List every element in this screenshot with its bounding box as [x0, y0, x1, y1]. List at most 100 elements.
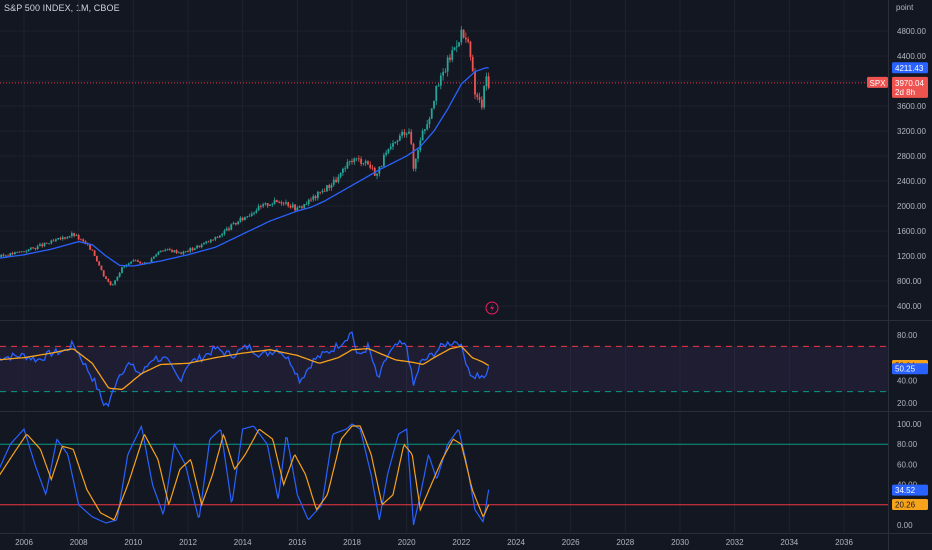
- candle-body: [77, 235, 80, 240]
- candle-body: [257, 205, 260, 211]
- candle-body: [223, 230, 226, 234]
- candle-body: [444, 71, 447, 73]
- candle-body: [177, 252, 180, 254]
- candle-body: [191, 248, 194, 250]
- candle-body: [168, 249, 171, 251]
- candle-body: [300, 206, 303, 208]
- price-tick-label: 3200.00: [897, 127, 926, 136]
- candle-body: [410, 131, 413, 144]
- candle-body: [214, 237, 217, 240]
- candle-body: [348, 160, 351, 163]
- candle-body: [355, 158, 358, 160]
- candle-body: [417, 150, 419, 159]
- candle-body: [259, 205, 262, 207]
- candle-body: [387, 148, 390, 153]
- candle-body: [310, 199, 312, 201]
- time-tick-label: 2016: [288, 538, 306, 547]
- candle-body: [139, 261, 142, 264]
- time-axis-ticks[interactable]: 2006 2008 2010 2012 2014 2016 2018 2020 2022 2024…: [15, 538, 853, 547]
- price-tick-label: 2400.00: [897, 177, 926, 186]
- candle-body: [20, 251, 23, 253]
- candle-body: [464, 37, 467, 40]
- rsi-axis-ticks[interactable]: 20.00 40.00 80.00: [897, 331, 918, 408]
- candle-body: [218, 235, 221, 238]
- candle-body: [209, 239, 212, 243]
- candle-body: [435, 85, 438, 102]
- candle-body: [198, 245, 201, 248]
- candle-body: [239, 217, 242, 222]
- candle-body: [298, 206, 301, 208]
- candle-body: [430, 108, 433, 119]
- stoch-tick-label: 100.00: [897, 420, 922, 429]
- candle-body: [244, 217, 246, 221]
- moving-average-line[interactable]: [0, 67, 489, 267]
- candle-body: [121, 267, 123, 273]
- lightning-icon[interactable]: [485, 301, 499, 315]
- candle-body: [36, 245, 39, 250]
- candle-body: [23, 251, 25, 253]
- candle-body: [52, 240, 55, 242]
- stoch-d-line[interactable]: [0, 425, 490, 521]
- candle-body: [212, 239, 214, 241]
- candle-body: [328, 185, 331, 188]
- candle-body: [455, 46, 458, 48]
- candle-body: [264, 203, 267, 205]
- time-tick-label: 2034: [780, 538, 798, 547]
- price-tick-label: 2000.00: [897, 202, 926, 211]
- time-tick-label: 2010: [124, 538, 142, 547]
- candle-body: [216, 237, 219, 238]
- time-tick-label: 2036: [835, 538, 853, 547]
- candle-body: [18, 251, 21, 253]
- candle-body: [93, 250, 96, 256]
- price-tick-label: 400.00: [897, 302, 922, 311]
- candle-body: [380, 166, 383, 168]
- candle-body: [41, 244, 44, 247]
- candle-body: [369, 164, 372, 168]
- last-price-text: 3970.04: [895, 79, 924, 88]
- candle-body: [237, 221, 240, 225]
- candle-body: [319, 191, 322, 193]
- candle-body: [98, 261, 101, 266]
- candle-body: [312, 196, 315, 200]
- candle-body: [253, 212, 255, 214]
- candle-body: [166, 249, 169, 251]
- candle-body: [61, 237, 64, 240]
- candlestick-series[interactable]: [0, 25, 490, 286]
- candle-body: [89, 244, 91, 250]
- candle-body: [66, 237, 69, 239]
- candle-body: [446, 57, 449, 72]
- candle-body: [175, 250, 178, 254]
- stoch-k-badge: 34.52: [892, 484, 928, 496]
- candle-body: [7, 255, 9, 257]
- candle-body: [184, 251, 187, 252]
- candle-body: [250, 213, 253, 216]
- candle-body: [458, 42, 460, 47]
- price-axis-ticks[interactable]: 400.00 800.00 1200.00 1600.00 2000.00 2400.00…: [897, 27, 926, 311]
- stoch-k-line[interactable]: [0, 423, 490, 526]
- candle-body: [412, 143, 415, 169]
- candle-body: [232, 223, 235, 225]
- candle-body: [136, 260, 139, 262]
- candle-body: [228, 228, 230, 230]
- price-tick-label: 1200.00: [897, 252, 926, 261]
- candle-body: [291, 204, 294, 208]
- last-price-badge-bg: [892, 76, 928, 98]
- time-tick-label: 2028: [616, 538, 634, 547]
- candle-body: [159, 250, 162, 253]
- stoch-tick-label: 0.00: [897, 521, 913, 530]
- candle-body: [405, 133, 408, 135]
- candle-body: [180, 252, 183, 254]
- candle-body: [414, 158, 417, 169]
- ma-value-badge-text: 4211.43: [895, 64, 924, 73]
- rsi-tick-label: 20.00: [897, 399, 918, 408]
- time-tick-label: 2020: [398, 538, 416, 547]
- candle-body: [59, 237, 62, 240]
- rsi-ma-line[interactable]: [0, 345, 490, 391]
- candle-body: [367, 161, 369, 165]
- candle-body: [203, 243, 205, 245]
- candle-body: [282, 203, 285, 205]
